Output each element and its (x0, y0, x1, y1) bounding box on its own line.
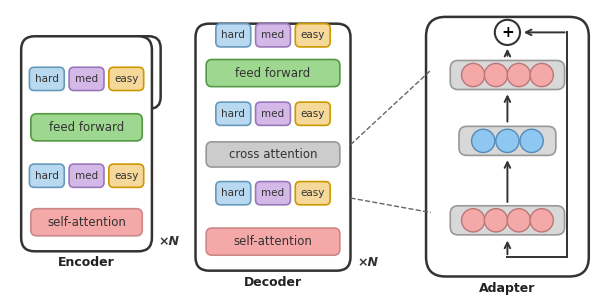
Text: feed forward: feed forward (235, 67, 311, 80)
FancyBboxPatch shape (109, 67, 143, 91)
FancyBboxPatch shape (295, 24, 330, 47)
Text: hard: hard (221, 109, 245, 119)
Circle shape (507, 63, 530, 87)
Text: med: med (75, 74, 98, 84)
FancyBboxPatch shape (451, 206, 565, 235)
Circle shape (461, 209, 485, 232)
Text: med: med (261, 30, 285, 40)
FancyBboxPatch shape (29, 67, 64, 91)
Text: hard: hard (35, 74, 59, 84)
FancyBboxPatch shape (21, 36, 152, 251)
FancyBboxPatch shape (31, 209, 142, 236)
FancyBboxPatch shape (216, 24, 250, 47)
Text: easy: easy (114, 74, 139, 84)
FancyBboxPatch shape (295, 102, 330, 126)
Text: hard: hard (35, 171, 59, 181)
FancyBboxPatch shape (451, 60, 565, 89)
FancyBboxPatch shape (216, 102, 250, 126)
Circle shape (461, 63, 485, 87)
Text: easy: easy (300, 30, 325, 40)
Text: ×N: ×N (159, 235, 180, 248)
Text: Encoder: Encoder (58, 256, 115, 269)
Circle shape (485, 209, 508, 232)
Circle shape (507, 209, 530, 232)
FancyBboxPatch shape (69, 67, 104, 91)
Text: +: + (501, 25, 514, 40)
Text: easy: easy (300, 188, 325, 198)
Text: hard: hard (221, 30, 245, 40)
FancyBboxPatch shape (206, 59, 340, 87)
Text: Decoder: Decoder (244, 276, 302, 289)
FancyBboxPatch shape (29, 164, 64, 187)
FancyBboxPatch shape (255, 24, 291, 47)
Circle shape (472, 129, 495, 152)
Text: ×N: ×N (358, 256, 378, 269)
FancyBboxPatch shape (459, 126, 556, 155)
Text: Adapter: Adapter (479, 281, 536, 295)
Text: med: med (261, 109, 285, 119)
Text: hard: hard (221, 188, 245, 198)
FancyBboxPatch shape (31, 114, 142, 141)
FancyBboxPatch shape (295, 181, 330, 205)
Text: cross attention: cross attention (229, 148, 317, 161)
FancyBboxPatch shape (69, 164, 104, 187)
FancyBboxPatch shape (255, 181, 291, 205)
Text: med: med (75, 171, 98, 181)
Text: med: med (261, 188, 285, 198)
FancyBboxPatch shape (109, 164, 143, 187)
FancyBboxPatch shape (206, 142, 340, 167)
Text: self-attention: self-attention (233, 235, 313, 248)
Circle shape (530, 209, 553, 232)
Circle shape (530, 63, 553, 87)
FancyBboxPatch shape (426, 17, 589, 276)
FancyBboxPatch shape (255, 102, 291, 126)
FancyBboxPatch shape (206, 228, 340, 255)
Circle shape (496, 129, 519, 152)
Circle shape (495, 20, 520, 45)
Text: easy: easy (114, 171, 139, 181)
FancyBboxPatch shape (196, 24, 350, 271)
Circle shape (485, 63, 508, 87)
Circle shape (520, 129, 544, 152)
Text: self-attention: self-attention (47, 216, 126, 229)
Text: easy: easy (300, 109, 325, 119)
Text: feed forward: feed forward (49, 121, 124, 134)
FancyBboxPatch shape (216, 181, 250, 205)
